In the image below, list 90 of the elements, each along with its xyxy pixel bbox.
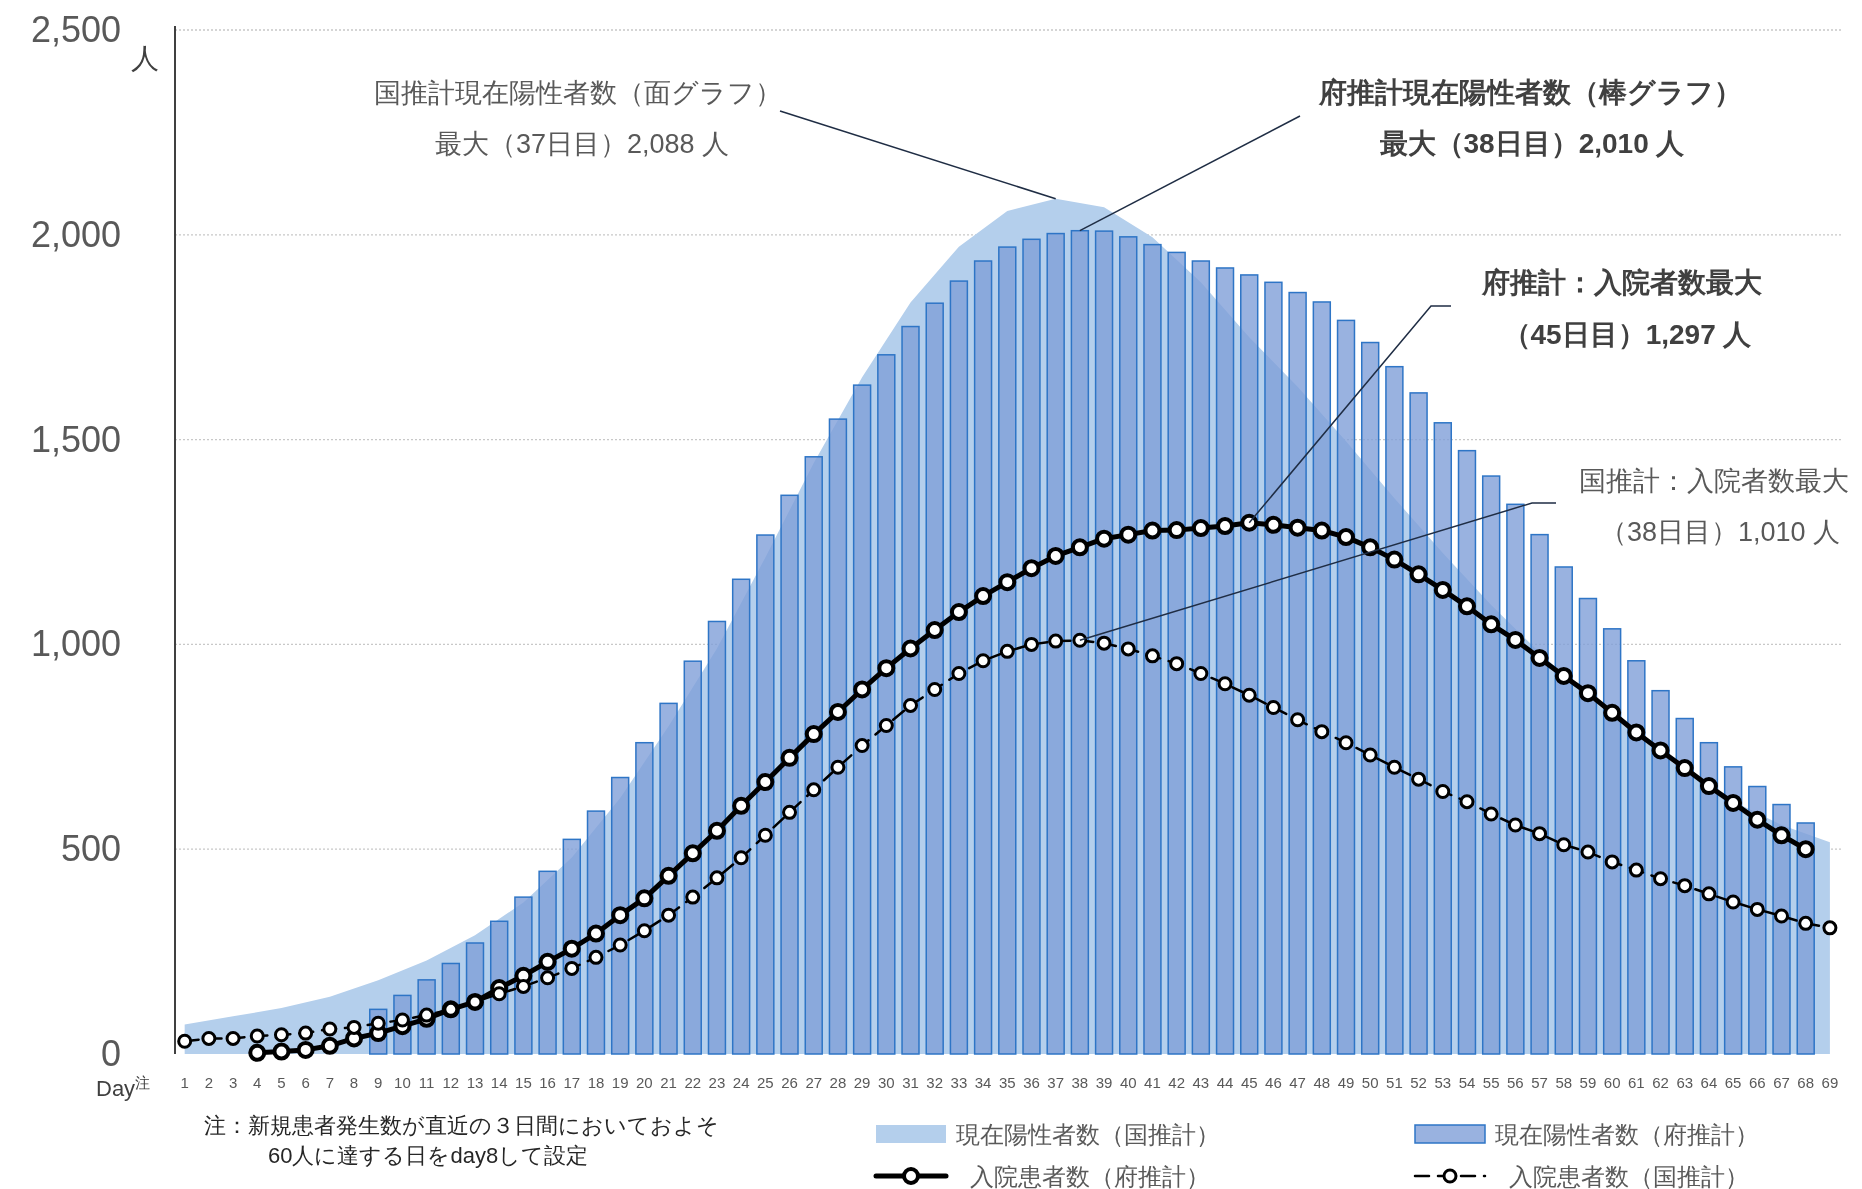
x-tick-label: 41 xyxy=(1144,1074,1161,1091)
x-tick-label: 47 xyxy=(1289,1074,1306,1091)
x-tick-label: 40 xyxy=(1119,1074,1137,1091)
annotation: 府推計現在陽性者数（棒グラフ） xyxy=(1317,77,1742,108)
x-tick-label: 66 xyxy=(1748,1074,1766,1091)
x-tick-label: 63 xyxy=(1676,1074,1694,1091)
x-tick-label: 21 xyxy=(660,1074,677,1091)
x-tick-label: 22 xyxy=(684,1074,702,1091)
x-tick-label: 33 xyxy=(950,1074,968,1091)
x-tick-label: 39 xyxy=(1095,1074,1113,1091)
x-tick-label: 31 xyxy=(902,1074,919,1091)
x-tick-label: 59 xyxy=(1579,1074,1597,1091)
x-tick-label: 30 xyxy=(877,1074,895,1091)
annotation: （45日目）1,297 人 xyxy=(1502,319,1753,350)
x-tick-label: 24 xyxy=(732,1074,750,1091)
x-tick-label: 28 xyxy=(829,1074,847,1091)
annotation: 国推計現在陽性者数（面グラフ） xyxy=(374,78,782,108)
x-axis-title: Day$^{注}$ xyxy=(96,1073,151,1101)
x-tick-label: 68 xyxy=(1797,1074,1815,1091)
x-tick-label: 67 xyxy=(1773,1074,1790,1091)
y-axis-title: 人 xyxy=(131,43,159,74)
x-tick-label: 16 xyxy=(539,1074,556,1091)
x-tick-label: 19 xyxy=(611,1074,629,1091)
x-tick-label: 60 xyxy=(1603,1074,1621,1091)
x-tick-label: 52 xyxy=(1410,1074,1427,1091)
x-tick-label: 64 xyxy=(1700,1074,1718,1091)
x-tick-label: 4 xyxy=(253,1074,262,1091)
y-tick-label: 2,500 xyxy=(30,9,121,50)
x-tick-label: 51 xyxy=(1386,1074,1403,1091)
y-tick-label: 0 xyxy=(100,1033,121,1074)
x-tick-label: 17 xyxy=(563,1074,581,1091)
x-tick-label: 23 xyxy=(708,1074,726,1091)
y-tick-label: 500 xyxy=(60,828,121,870)
x-tick-label: 54 xyxy=(1458,1074,1476,1091)
annotation: 府推計：入院者数最大 xyxy=(1481,267,1763,298)
x-tick-label: 45 xyxy=(1240,1074,1258,1091)
x-tick-label: 34 xyxy=(974,1074,992,1091)
x-tick-label: 14 xyxy=(490,1074,508,1091)
x-tick-label: 53 xyxy=(1434,1074,1452,1091)
x-tick-label: 29 xyxy=(853,1074,871,1091)
x-tick-label: 48 xyxy=(1313,1074,1331,1091)
legend-label: 入院患者数（国推計） xyxy=(1509,1163,1749,1189)
annotation: 最大（38日目）2,010 人 xyxy=(1378,128,1686,159)
x-tick-label: 46 xyxy=(1265,1074,1282,1091)
x-tick-label: 55 xyxy=(1482,1074,1500,1091)
x-tick-label: 50 xyxy=(1361,1074,1379,1091)
x-tick-label: 6 xyxy=(301,1074,310,1091)
x-tick-label: 32 xyxy=(926,1074,944,1091)
y-tick-label: 1,500 xyxy=(30,418,121,460)
x-tick-label: 37 xyxy=(1047,1074,1065,1091)
text: 注：新規患者発生数が直近の３日間においておよそ 60人に達する日をday8して設定 xyxy=(204,1113,719,1168)
y-tick-label: 1,000 xyxy=(30,623,121,665)
x-tick-label: 44 xyxy=(1216,1074,1234,1091)
x-tick-label: 13 xyxy=(466,1074,484,1091)
x-tick-label: 15 xyxy=(515,1074,532,1091)
annotation: 国推計：入院者数最大 xyxy=(1579,466,1849,496)
x-tick-label: 3 xyxy=(228,1074,238,1091)
x-tick-label: 61 xyxy=(1628,1074,1645,1091)
x-tick-label: 43 xyxy=(1192,1074,1210,1091)
x-tick-label: 25 xyxy=(757,1074,774,1091)
annotation: （38日目）1,010 人 xyxy=(1599,517,1841,547)
x-tick-label: 42 xyxy=(1168,1074,1185,1091)
x-tick-label: 62 xyxy=(1652,1074,1669,1091)
x-tick-label: 35 xyxy=(998,1074,1016,1091)
x-tick-label: 11 xyxy=(418,1074,435,1091)
x-tick-label: 18 xyxy=(587,1074,605,1091)
y-tick-label: 2,000 xyxy=(30,213,121,255)
x-tick-label: 57 xyxy=(1531,1074,1548,1091)
x-tick-label: 5 xyxy=(277,1074,286,1091)
x-tick-label: 27 xyxy=(805,1074,823,1091)
x-tick-label: 49 xyxy=(1337,1074,1355,1091)
x-tick-label: 36 xyxy=(1023,1074,1040,1091)
legend-label: 現在陽性者数（府推計） xyxy=(1495,1121,1759,1148)
legend-label: 現在陽性者数（国推計） xyxy=(956,1121,1220,1148)
annotation: 最大（37日目）2,088 人 xyxy=(434,129,730,159)
x-tick-label: 12 xyxy=(442,1074,460,1091)
x-tick-label: 10 xyxy=(394,1074,411,1091)
x-tick-label: 20 xyxy=(636,1074,653,1091)
x-tick-label: 69 xyxy=(1821,1074,1839,1091)
legend-label: 入院患者数（府推計） xyxy=(970,1163,1210,1189)
x-tick-label: 26 xyxy=(781,1074,798,1091)
x-tick-label: 65 xyxy=(1724,1074,1742,1091)
x-tick-label: 2 xyxy=(204,1074,214,1091)
x-tick-label: 56 xyxy=(1507,1074,1524,1091)
x-tick-label: 1 xyxy=(180,1074,189,1091)
x-tick-label: 9 xyxy=(374,1074,383,1091)
x-tick-label: 58 xyxy=(1555,1074,1573,1091)
x-tick-label: 8 xyxy=(349,1074,359,1091)
x-tick-label: 7 xyxy=(325,1074,335,1091)
x-tick-label: 38 xyxy=(1071,1074,1089,1091)
